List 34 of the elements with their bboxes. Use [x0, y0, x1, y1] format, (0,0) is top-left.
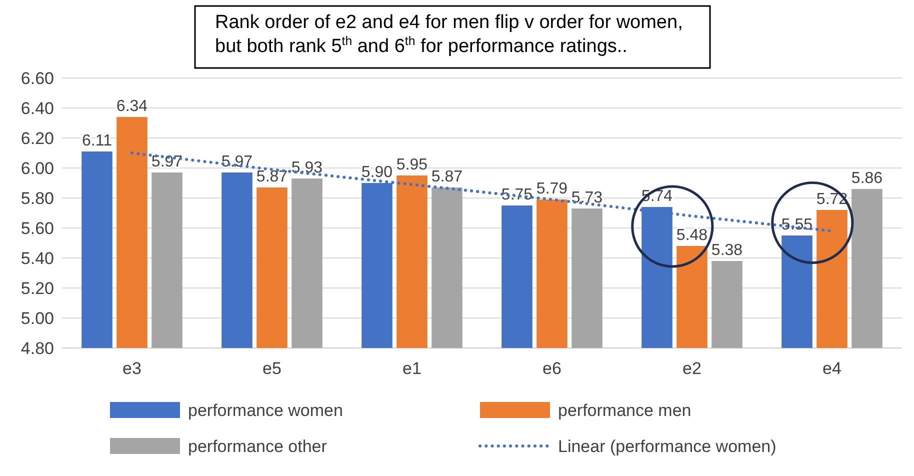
x-tick-label: e6: [542, 359, 562, 378]
data-label: 5.87: [431, 168, 463, 186]
legend-label: performance women: [188, 401, 343, 420]
x-tick-label: e3: [122, 359, 142, 378]
data-label: 5.95: [396, 156, 428, 174]
data-label: 5.73: [571, 190, 603, 206]
y-tick-label: 6.60: [20, 68, 54, 88]
x-tick-label: e2: [682, 359, 702, 378]
y-tick-label: 6.40: [20, 98, 54, 118]
legend-label: performance men: [558, 401, 692, 420]
data-label: 5.87: [256, 168, 288, 186]
y-tick-label: 5.40: [20, 248, 54, 268]
y-tick-label: 5.60: [20, 218, 54, 238]
legend-label: Linear (performance women): [558, 437, 776, 456]
x-tick-label: e5: [262, 359, 282, 378]
x-tick-label: e4: [822, 359, 842, 378]
y-tick-label: 5.80: [20, 188, 54, 208]
data-label: 5.55: [781, 216, 813, 234]
data-label: 5.79: [536, 180, 568, 198]
y-tick-label: 6.20: [20, 128, 54, 148]
text: Rank order of e2 and e4 for men flip v order for women, but both rank 5$^{th}$ and 6$^{th}$ for performance ratings..: [215, 12, 683, 57]
y-tick-label: 4.80: [20, 338, 54, 358]
data-label: 6.34: [116, 98, 148, 115]
data-label: 5.38: [711, 242, 743, 259]
data-label: 5.93: [291, 160, 323, 176]
y-tick-label: 5.00: [20, 308, 54, 328]
y-tick-label: 6.00: [20, 158, 54, 178]
data-label: 5.90: [361, 164, 393, 181]
y-tick-label: 5.20: [20, 278, 54, 298]
data-label: 5.48: [676, 227, 708, 244]
legend-label: performance other: [188, 437, 328, 456]
x-tick-label: e1: [402, 359, 422, 378]
data-label: 6.11: [82, 132, 112, 150]
data-label: 5.86: [851, 170, 883, 187]
